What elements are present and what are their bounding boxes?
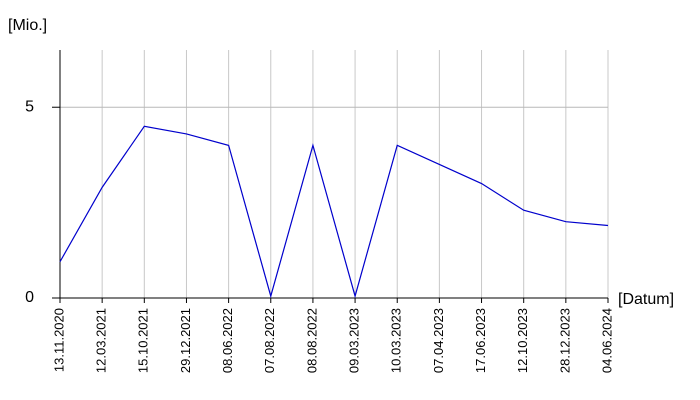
y-tick-label: 5 (25, 98, 34, 115)
y-axis-label: [Mio.] (8, 17, 47, 34)
x-tick-label: 29.12.2021 (178, 308, 193, 373)
x-tick-label: 07.04.2023 (431, 308, 446, 373)
x-tick-label: 08.08.2022 (304, 308, 319, 373)
y-tick-label: 0 (25, 289, 34, 306)
x-tick-label: 04.06.2024 (599, 308, 614, 373)
x-tick-label: 08.06.2022 (220, 308, 235, 373)
data-line (59, 125, 609, 299)
x-tick-label: 10.03.2023 (389, 308, 404, 373)
x-tick-label: 07.08.2022 (262, 308, 277, 373)
x-tick-label: 13.11.2020 (51, 308, 66, 372)
x-tick-label: 17.06.2023 (473, 308, 488, 373)
x-tick-label: 09.03.2023 (347, 308, 362, 373)
x-tick-label: 12.10.2023 (515, 308, 530, 373)
x-tick-label: 12.03.2021 (94, 308, 109, 373)
x-tick-label: 28.12.2023 (557, 308, 572, 373)
x-axis-label: [Datum] (618, 291, 674, 308)
x-tick-label: 15.10.2021 (136, 308, 151, 373)
